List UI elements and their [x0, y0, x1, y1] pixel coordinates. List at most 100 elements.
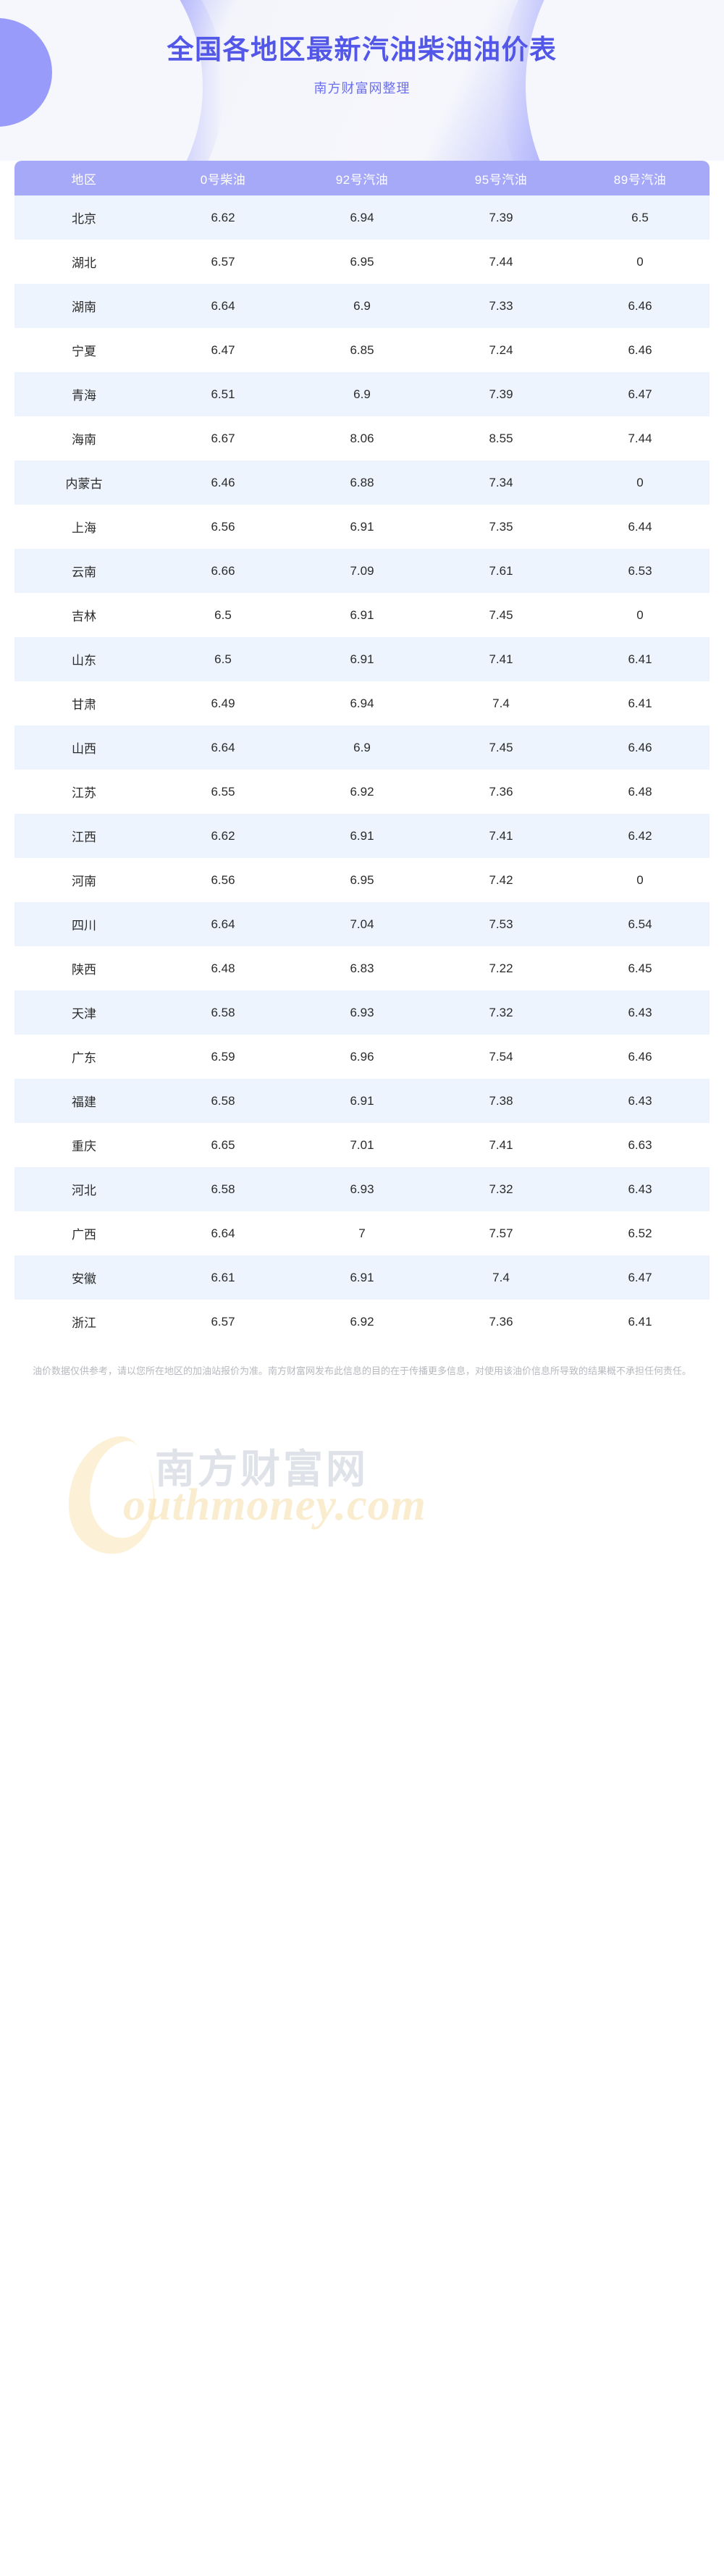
cell-gas95-price: 7.38 — [432, 1079, 571, 1123]
footer-disclaimer: 油价数据仅供参考，请以您所在地区的加油站报价为准。南方财富网发布此信息的目的在于… — [32, 1365, 691, 1376]
cell-diesel0-price: 6.48 — [153, 946, 292, 990]
cell-region: 江西 — [14, 814, 153, 858]
s-swoosh-logo-icon — [66, 1431, 157, 1560]
cell-gas89-price: 0 — [571, 240, 710, 284]
table-row[interactable]: 江苏 6.55 6.92 7.36 6.48 — [14, 770, 710, 814]
cell-region: 江苏 — [14, 770, 153, 814]
cell-gas92-price: 6.94 — [292, 195, 432, 240]
cell-gas92-price: 6.92 — [292, 1300, 432, 1344]
cell-gas95-price: 7.41 — [432, 1123, 571, 1167]
cell-gas92-price: 7.04 — [292, 902, 432, 946]
cell-gas89-price: 6.48 — [571, 770, 710, 814]
cell-gas89-price: 6.54 — [571, 902, 710, 946]
fuel-price-table: 地区 0号柴油 92号汽油 95号汽油 89号汽油 北京 6.62 6.94 7.39… — [14, 161, 710, 1344]
table-row[interactable]: 福建 6.58 6.91 7.38 6.43 — [14, 1079, 710, 1123]
table-row[interactable]: 广西 6.64 7 7.57 6.52 — [14, 1211, 710, 1255]
cell-gas95-price: 7.33 — [432, 284, 571, 328]
table-row[interactable]: 重庆 6.65 7.01 7.41 6.63 — [14, 1123, 710, 1167]
watermark-en-text: outhmoney.com — [123, 1481, 426, 1530]
cell-gas89-price: 6.43 — [571, 1167, 710, 1211]
cell-gas92-price: 6.91 — [292, 593, 432, 637]
table-row[interactable]: 北京 6.62 6.94 7.39 6.5 — [14, 195, 710, 240]
cell-gas89-price: 6.63 — [571, 1123, 710, 1167]
cell-gas95-price: 8.55 — [432, 416, 571, 460]
table-row[interactable]: 浙江 6.57 6.92 7.36 6.41 — [14, 1300, 710, 1344]
cell-gas89-price: 6.52 — [571, 1211, 710, 1255]
cell-region: 河北 — [14, 1167, 153, 1211]
cell-gas95-price: 7.22 — [432, 946, 571, 990]
page-banner: 全国各地区最新汽油柴油油价表 南方财富网整理 — [0, 0, 724, 161]
table-row[interactable]: 湖北 6.57 6.95 7.44 0 — [14, 240, 710, 284]
table-head: 地区 0号柴油 92号汽油 95号汽油 89号汽油 — [14, 161, 710, 195]
column-header-gas89[interactable]: 89号汽油 — [571, 161, 710, 195]
column-header-region[interactable]: 地区 — [14, 161, 153, 195]
cell-region: 山西 — [14, 725, 153, 770]
cell-gas95-price: 7.24 — [432, 328, 571, 372]
cell-gas92-price: 6.88 — [292, 460, 432, 505]
cell-gas95-price: 7.41 — [432, 814, 571, 858]
cell-diesel0-price: 6.67 — [153, 416, 292, 460]
column-header-gas95[interactable]: 95号汽油 — [432, 161, 571, 195]
table-row[interactable]: 青海 6.51 6.9 7.39 6.47 — [14, 372, 710, 416]
cell-gas95-price: 7.53 — [432, 902, 571, 946]
table-row[interactable]: 陕西 6.48 6.83 7.22 6.45 — [14, 946, 710, 990]
cell-gas89-price: 6.47 — [571, 1255, 710, 1300]
cell-gas92-price: 8.06 — [292, 416, 432, 460]
table-row[interactable]: 天津 6.58 6.93 7.32 6.43 — [14, 990, 710, 1035]
cell-gas89-price: 6.41 — [571, 637, 710, 681]
table-body: 北京 6.62 6.94 7.39 6.5 湖北 6.57 6.95 7.44 0 湖南 6.64 6.… — [14, 195, 710, 1344]
cell-gas95-price: 7.57 — [432, 1211, 571, 1255]
table-row[interactable]: 山东 6.5 6.91 7.41 6.41 — [14, 637, 710, 681]
table-row[interactable]: 海南 6.67 8.06 8.55 7.44 — [14, 416, 710, 460]
cell-gas92-price: 6.9 — [292, 284, 432, 328]
cell-gas92-price: 6.91 — [292, 1079, 432, 1123]
price-table-wrapper: 南方财富网 outhmoney.com 地区 0号柴油 92号汽油 95号汽油 … — [0, 161, 724, 1560]
cell-gas95-price: 7.39 — [432, 372, 571, 416]
cell-region: 吉林 — [14, 593, 153, 637]
cell-gas92-price: 6.92 — [292, 770, 432, 814]
cell-region: 河南 — [14, 858, 153, 902]
cell-gas89-price: 6.47 — [571, 372, 710, 416]
table-header-row: 地区 0号柴油 92号汽油 95号汽油 89号汽油 — [14, 161, 710, 195]
cell-gas89-price: 0 — [571, 593, 710, 637]
table-row[interactable]: 上海 6.56 6.91 7.35 6.44 — [14, 505, 710, 549]
cell-gas89-price: 6.46 — [571, 1035, 710, 1079]
cell-gas95-price: 7.41 — [432, 637, 571, 681]
table-row[interactable]: 四川 6.64 7.04 7.53 6.54 — [14, 902, 710, 946]
cell-gas89-price: 6.46 — [571, 725, 710, 770]
cell-region: 云南 — [14, 549, 153, 593]
table-row[interactable]: 安徽 6.61 6.91 7.4 6.47 — [14, 1255, 710, 1300]
table-row[interactable]: 山西 6.64 6.9 7.45 6.46 — [14, 725, 710, 770]
banner-arc-right-inner-decoration — [526, 0, 724, 161]
cell-region: 重庆 — [14, 1123, 153, 1167]
cell-gas92-price: 6.95 — [292, 858, 432, 902]
table-row[interactable]: 河北 6.58 6.93 7.32 6.43 — [14, 1167, 710, 1211]
cell-gas95-price: 7.44 — [432, 240, 571, 284]
cell-diesel0-price: 6.5 — [153, 637, 292, 681]
table-row[interactable]: 内蒙古 6.46 6.88 7.34 0 — [14, 460, 710, 505]
cell-region: 海南 — [14, 416, 153, 460]
table-row[interactable]: 广东 6.59 6.96 7.54 6.46 — [14, 1035, 710, 1079]
column-header-gas92[interactable]: 92号汽油 — [292, 161, 432, 195]
table-row[interactable]: 宁夏 6.47 6.85 7.24 6.46 — [14, 328, 710, 372]
cell-gas92-price: 7.09 — [292, 549, 432, 593]
cell-gas92-price: 6.91 — [292, 505, 432, 549]
cell-gas92-price: 6.91 — [292, 1255, 432, 1300]
cell-gas89-price: 6.53 — [571, 549, 710, 593]
cell-diesel0-price: 6.58 — [153, 1079, 292, 1123]
cell-region: 四川 — [14, 902, 153, 946]
table-row[interactable]: 江西 6.62 6.91 7.41 6.42 — [14, 814, 710, 858]
cell-gas92-price: 6.85 — [292, 328, 432, 372]
cell-gas95-price: 7.36 — [432, 770, 571, 814]
cell-gas95-price: 7.34 — [432, 460, 571, 505]
cell-diesel0-price: 6.61 — [153, 1255, 292, 1300]
table-row[interactable]: 河南 6.56 6.95 7.42 0 — [14, 858, 710, 902]
cell-diesel0-price: 6.65 — [153, 1123, 292, 1167]
column-header-diesel0[interactable]: 0号柴油 — [153, 161, 292, 195]
table-row[interactable]: 吉林 6.5 6.91 7.45 0 — [14, 593, 710, 637]
table-row[interactable]: 云南 6.66 7.09 7.61 6.53 — [14, 549, 710, 593]
table-row[interactable]: 甘肃 6.49 6.94 7.4 6.41 — [14, 681, 710, 725]
table-row[interactable]: 湖南 6.64 6.9 7.33 6.46 — [14, 284, 710, 328]
cell-gas92-price: 6.9 — [292, 725, 432, 770]
